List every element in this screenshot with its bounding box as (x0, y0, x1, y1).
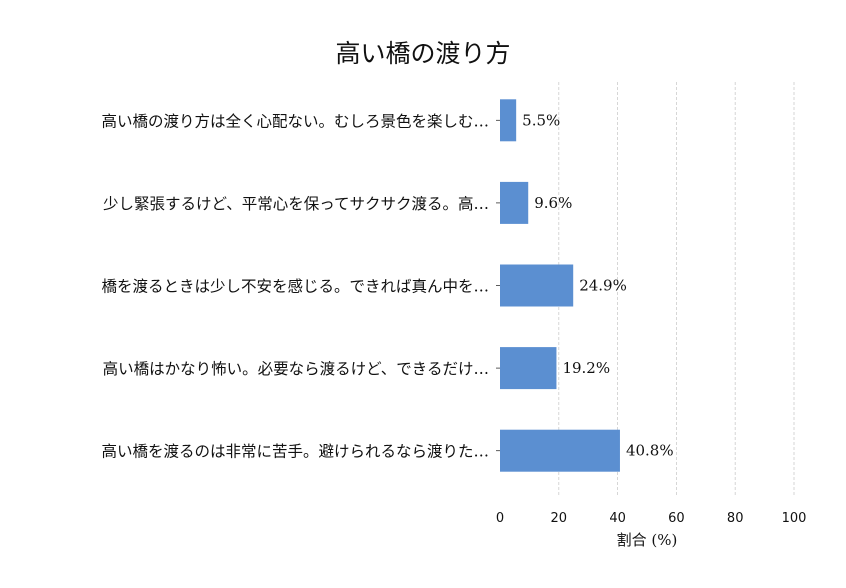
bar (500, 181, 529, 224)
data-label: 5.5% (522, 111, 560, 129)
x-tick-label: 100 (782, 511, 807, 526)
bar (500, 99, 517, 142)
bar (500, 264, 574, 307)
category-label: 橋を渡るときは少し不安を感じる。できれば真ん中を… (101, 278, 489, 296)
category-label: 高い橋はかなり怖い。必要なら渡るけど、できるだけ… (103, 360, 489, 378)
data-label: 9.6% (534, 194, 572, 212)
bar (500, 347, 557, 390)
chart-title: 高い橋の渡り方 (335, 39, 510, 68)
data-label: 19.2% (562, 359, 610, 377)
data-label: 24.9% (579, 277, 627, 295)
x-tick-label: 20 (551, 511, 568, 526)
bar (500, 429, 620, 472)
x-tick-label: 40 (609, 511, 626, 526)
category-label: 少し緊張するけど、平常心を保ってサクサク渡る。高… (103, 195, 489, 213)
x-tick-label: 0 (496, 511, 504, 526)
category-label: 高い橋を渡るのは非常に苦手。避けられるなら渡りた… (101, 443, 489, 461)
category-label: 高い橋の渡り方は全く心配ない。むしろ景色を楽しむ… (101, 112, 489, 130)
x-tick-label: 80 (727, 511, 744, 526)
x-tick-label: 60 (668, 511, 685, 526)
data-label: 40.8% (626, 442, 674, 460)
x-axis-label: 割合 (%) (617, 531, 678, 549)
